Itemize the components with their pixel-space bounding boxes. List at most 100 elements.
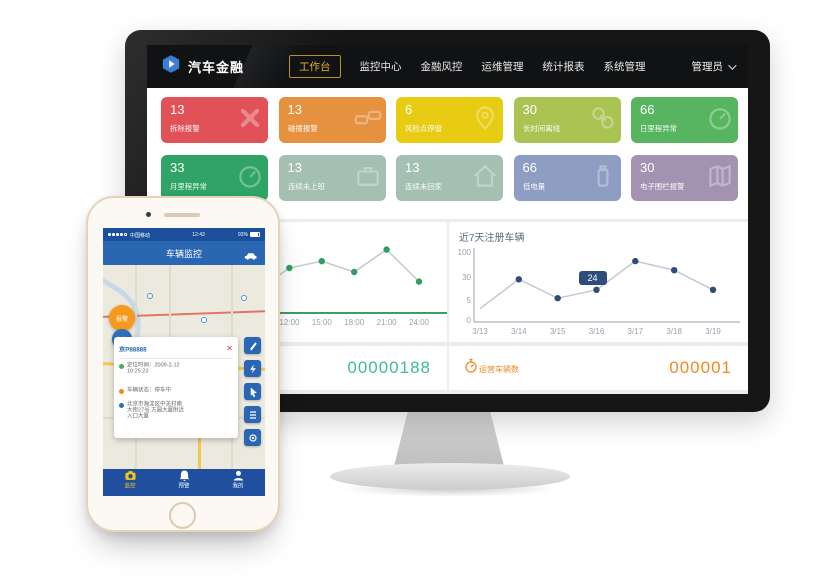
brand-logo-icon [161, 54, 181, 79]
signal-icon [108, 233, 127, 236]
y-tick-label: 0 [466, 315, 471, 325]
fab-label: 报警 [116, 315, 128, 323]
list-icon [249, 410, 256, 419]
phone-home-button[interactable] [169, 502, 196, 529]
phone-title: 车辆监控 [165, 248, 202, 259]
desktop-navbar: 汽车金融 工作台 监控中心 金融风控 运维管理 统计报表 系统管理 管理员 [147, 45, 748, 88]
stat-tile[interactable]: 13 拆除报警 [161, 97, 268, 143]
stat-tile[interactable]: 13 碰撞报警 [278, 97, 386, 143]
map-buttons-column [244, 337, 261, 446]
phone-title-bar: 车辆监控 [103, 241, 265, 265]
battery-icon [589, 162, 617, 195]
phone-map[interactable]: 京P88888 ✕ 定位时间：2009-2-12 10:25:23 车辆状态：停车… [103, 265, 265, 469]
state-icon [119, 389, 124, 394]
tab-label: 预警 [178, 483, 190, 490]
x-tick-label: 3/17 [627, 327, 644, 336]
briefcase-icon [354, 162, 382, 195]
data-point [593, 286, 600, 293]
popup-plate: 京P88888 [119, 346, 147, 354]
stopwatch-icon [463, 358, 479, 379]
tile-label: 拆除报警 [170, 124, 200, 134]
data-point [554, 295, 561, 302]
popup-row-text: 定位时间：2009-2-12 10:25:23 [127, 362, 180, 375]
stat-total-value: 00000188 [347, 358, 431, 377]
phone-tabbar: 监控 预警 我的 [103, 469, 265, 496]
popup-row-text: 北京市海淀区中关村南大街27号 方圆大厦附近入口大厦 [127, 401, 185, 420]
x-tick-label: 3/13 [472, 327, 488, 336]
stat-tile[interactable]: 66 日里程异常 [631, 97, 738, 143]
tile-value: 6 [405, 102, 413, 117]
map-fab-button[interactable]: 报警 [109, 305, 135, 331]
x-tick-label: 24:00 [408, 318, 430, 327]
popup-rows: 定位时间：2009-2-12 10:25:23 车辆状态：停车中北京市海淀区中关村… [119, 362, 233, 434]
tile-value: 13 [170, 102, 185, 117]
close-icon[interactable]: ✕ [226, 343, 233, 353]
data-point [286, 264, 293, 272]
battery-icon [249, 232, 260, 237]
user-menu[interactable]: 管理员 [691, 59, 737, 74]
tile-label: 低电量 [522, 182, 545, 192]
nav-menu-item[interactable]: 工作台 [289, 55, 341, 78]
popup-row: 北京市海淀区中关村南大街27号 方圆大厦附近入口大厦 [119, 401, 233, 434]
x-tick-label: 3/19 [705, 327, 721, 336]
tile-value: 33 [170, 160, 185, 175]
stat-operating-label: 运营车辆数 [479, 365, 519, 374]
tab-bell[interactable]: 预警 [157, 469, 211, 496]
nav-menu-item[interactable]: 系统管理 [603, 61, 646, 73]
stat-tile[interactable]: 66 低电量 [513, 155, 621, 201]
crash-icon [354, 104, 382, 137]
tile-label: 风险点停留 [405, 124, 442, 134]
tools-icon [236, 104, 264, 137]
tile-label: 日里程异常 [640, 124, 677, 134]
y-tick-label: 100 [457, 248, 471, 258]
list-map-button[interactable] [244, 406, 261, 423]
monitor-screen: 汽车金融 工作台 监控中心 金融风控 运维管理 统计报表 系统管理 管理员 13 拆除报警 1… [147, 45, 748, 394]
x-tick-label: 3/16 [588, 327, 605, 336]
tile-label: 连续未上班 [287, 182, 325, 192]
monitor-base [330, 463, 570, 490]
stat-tile[interactable]: 30 电子围栏报警 [631, 155, 738, 201]
stat-tile[interactable]: 30 长时间离线 [513, 97, 621, 143]
cursor-map-button[interactable] [244, 383, 261, 400]
x-tick-label: 3/14 [511, 327, 527, 336]
cursor-icon [250, 387, 257, 397]
tile-label: 连续未回家 [405, 182, 442, 192]
vehicle-popup: 京P88888 ✕ 定位时间：2009-2-12 10:25:23 车辆状态：停车… [114, 337, 238, 438]
tab-person[interactable]: 我的 [211, 469, 265, 496]
y-tick-label: 30 [462, 272, 471, 282]
car-icon[interactable] [244, 248, 257, 266]
user-name: 管理员 [691, 61, 724, 73]
data-point [709, 286, 717, 293]
station-marker [147, 293, 153, 299]
popup-row: 车辆状态：停车中 [119, 387, 233, 398]
gauge-icon [706, 104, 734, 137]
tab-camera[interactable]: 监控 [103, 469, 157, 496]
monitor-neck [393, 408, 505, 470]
chart-baseline [147, 312, 447, 314]
nav-menu-item[interactable]: 金融风控 [420, 61, 463, 73]
stat-tile[interactable]: 13 连续未上班 [278, 155, 386, 201]
stat-tile[interactable]: 33 月里程异常 [161, 155, 268, 201]
data-point [671, 267, 678, 274]
y-tick-label: 5 [466, 296, 471, 305]
person-icon [233, 470, 243, 481]
tile-value: 30 [522, 102, 537, 117]
stat-tile[interactable]: 13 连续未回家 [396, 155, 503, 201]
station-marker [241, 295, 247, 301]
locate-map-button[interactable] [244, 429, 261, 446]
station-marker [201, 317, 207, 323]
x-tick-label: 3/15 [549, 327, 566, 336]
locate-icon [248, 433, 257, 442]
phone-status-bar: 中国移动 12:43 93% [103, 228, 265, 241]
bolt-map-button[interactable] [244, 360, 261, 377]
tile-value: 13 [405, 160, 420, 175]
nav-menu-item[interactable]: 统计报表 [542, 61, 585, 73]
stat-tile[interactable]: 6 风险点停留 [396, 97, 503, 143]
nav-menu-item[interactable]: 监控中心 [359, 61, 402, 73]
status-time: 12:43 [192, 231, 205, 238]
pen-map-button[interactable] [244, 337, 261, 354]
map-icon [706, 162, 734, 195]
nav-menu-item[interactable]: 运维管理 [481, 61, 524, 73]
tile-label: 长时间离线 [522, 124, 560, 134]
phone-camera-dot [146, 212, 151, 217]
